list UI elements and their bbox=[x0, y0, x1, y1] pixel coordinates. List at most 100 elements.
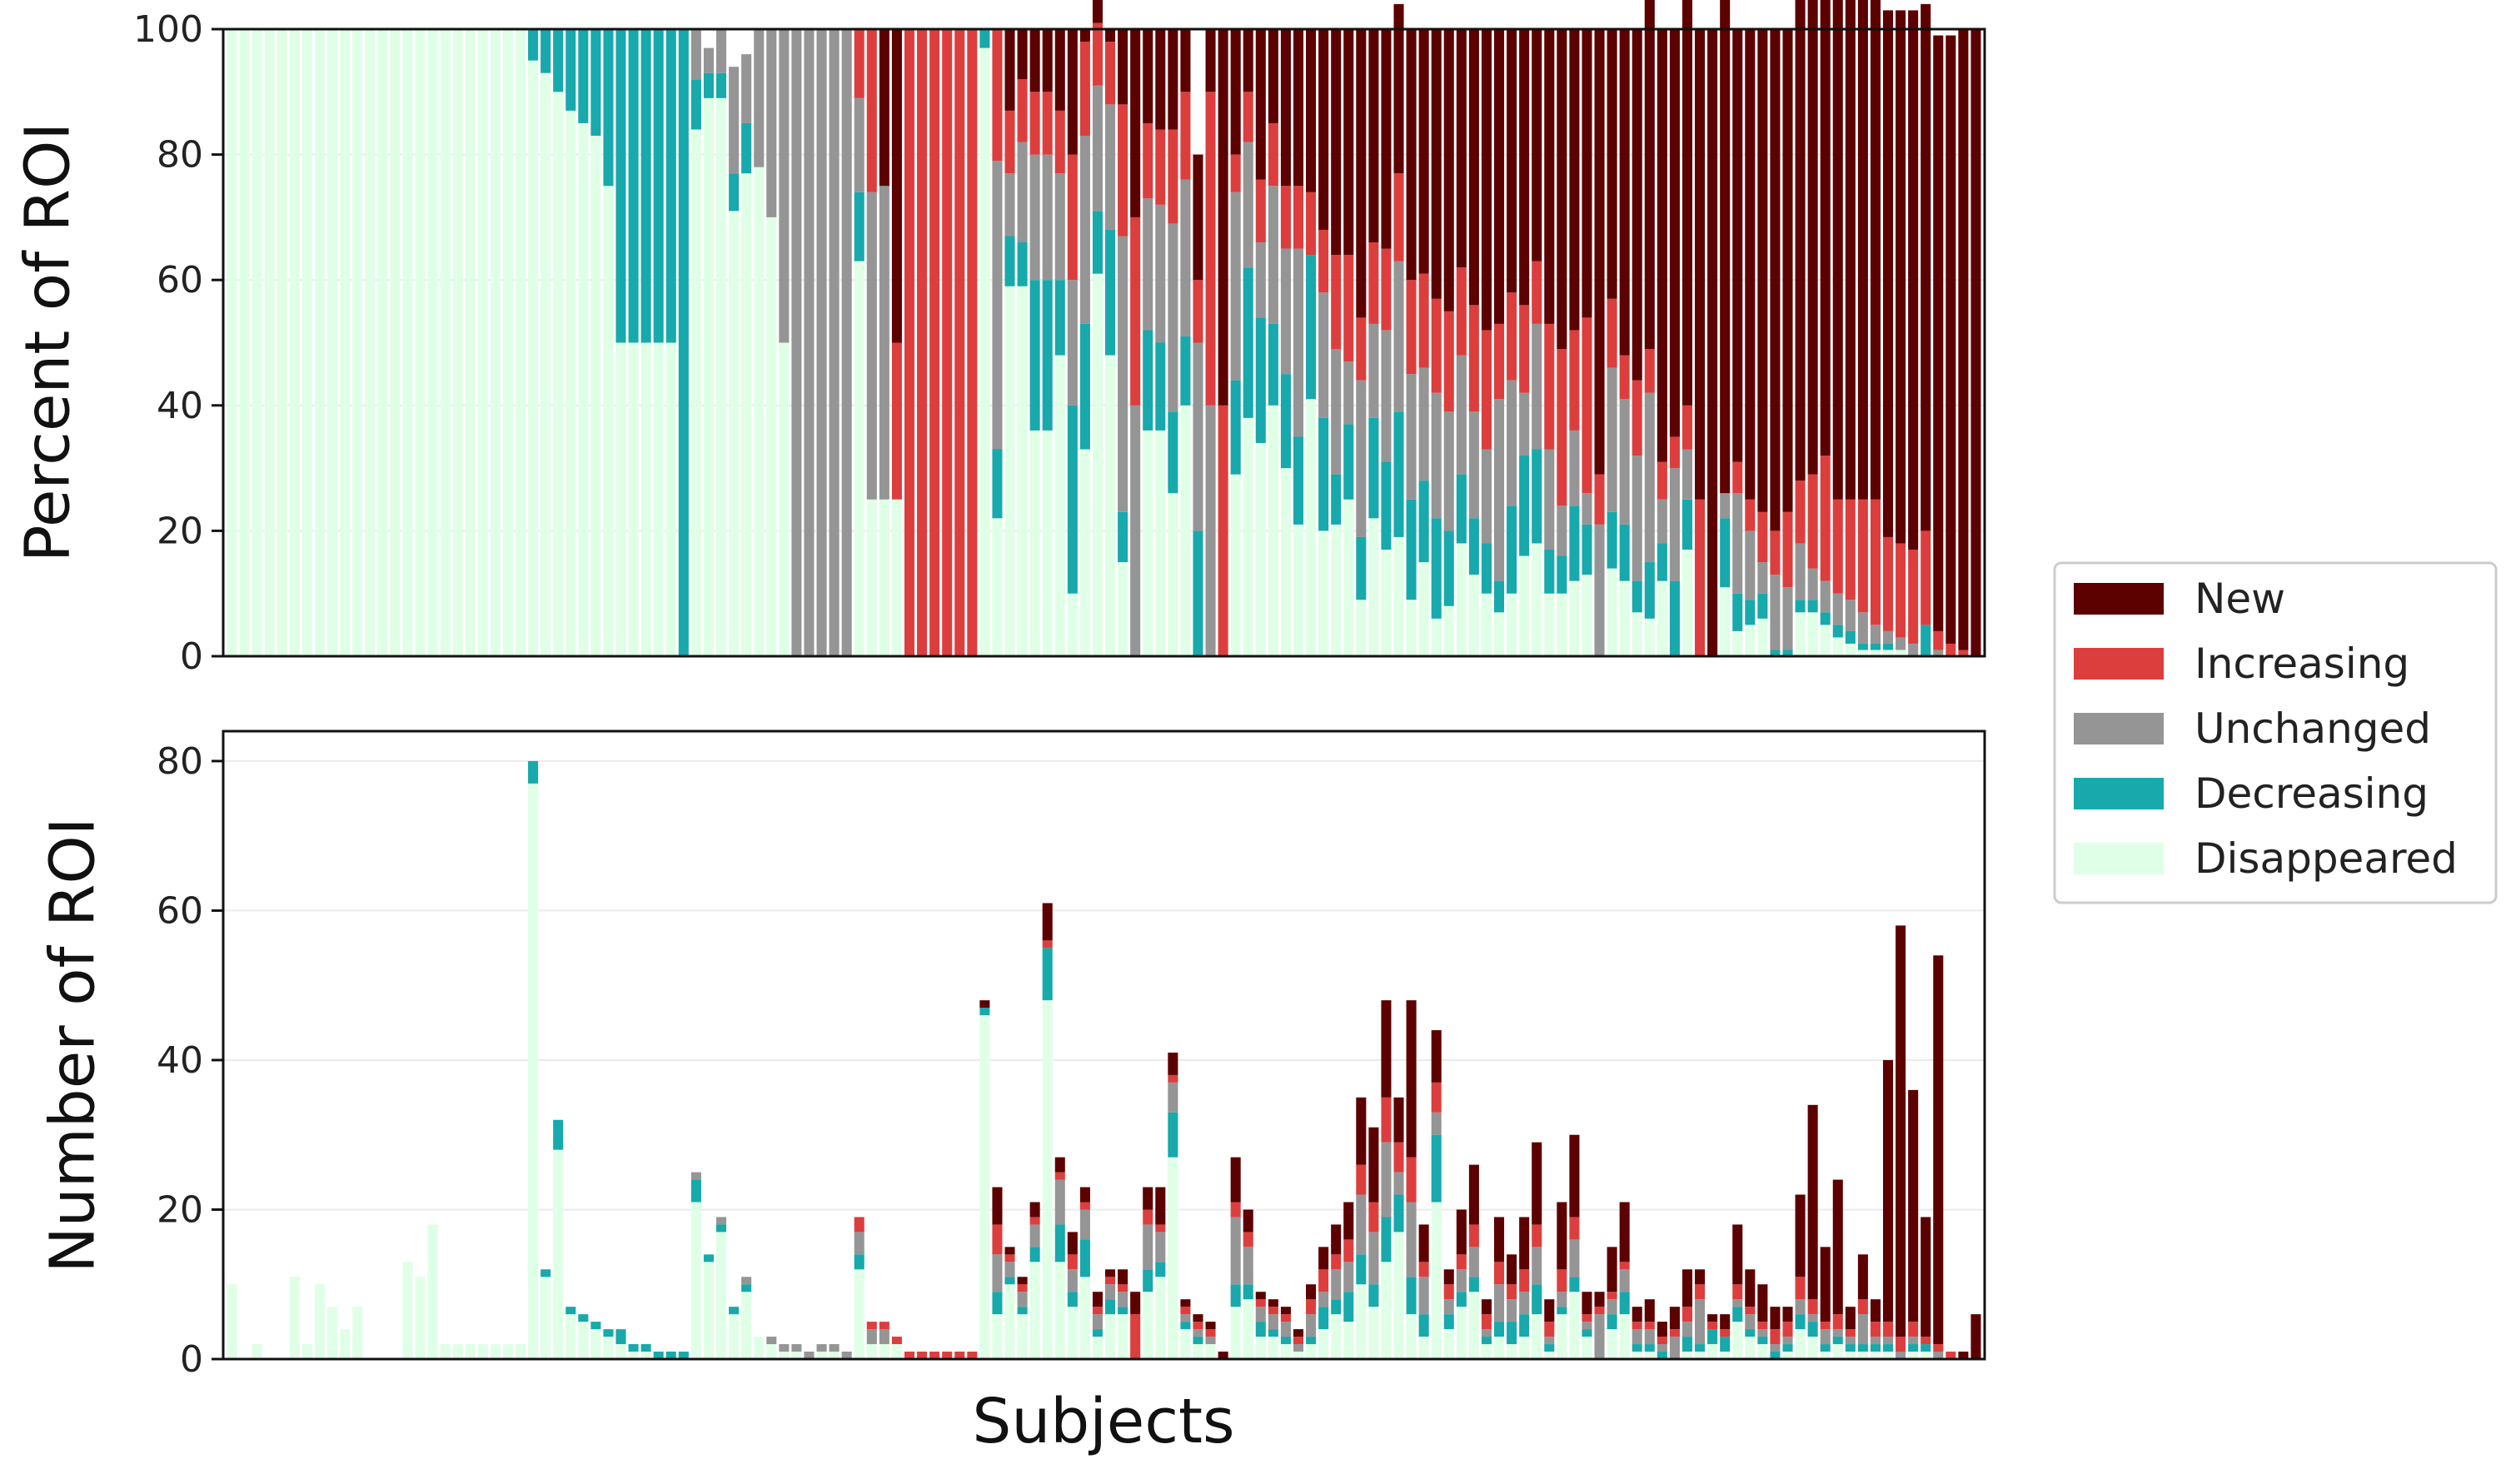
bar-segment-new bbox=[1807, 0, 1818, 475]
bar-segment-unchanged bbox=[879, 1329, 889, 1345]
bar-segment-increasing bbox=[1356, 317, 1367, 381]
bar-segment-decreasing bbox=[541, 1269, 551, 1277]
bar-segment-unchanged bbox=[1293, 248, 1304, 437]
bar-segment-decreasing bbox=[1268, 1329, 1278, 1337]
bar-segment-unchanged bbox=[1406, 1202, 1417, 1277]
bar-segment-new bbox=[1933, 955, 1944, 1345]
bar-segment-unchanged bbox=[841, 29, 852, 656]
bar-segment-increasing bbox=[1795, 1277, 1806, 1300]
bar-segment-increasing bbox=[1481, 1314, 1492, 1330]
bar-segment-disappeared bbox=[766, 1344, 777, 1359]
bar-segment-decreasing bbox=[1406, 499, 1417, 600]
y-ticks: 0 20 40 60 80 bbox=[157, 740, 223, 1381]
bar-segment-disappeared bbox=[779, 342, 790, 656]
bar-segment-decreasing bbox=[1356, 1254, 1367, 1285]
bar-segment-new bbox=[1054, 1157, 1065, 1173]
bar-segment-disappeared bbox=[1481, 593, 1492, 656]
bar-segment-new bbox=[1343, 1202, 1354, 1240]
bar-segment-unchanged bbox=[1494, 399, 1505, 581]
bar-segment-decreasing bbox=[1180, 336, 1191, 406]
bar-segment-new bbox=[1958, 1352, 1969, 1359]
bar-segment-unchanged bbox=[1067, 280, 1078, 406]
bar-segment-unchanged bbox=[1406, 374, 1417, 500]
bar-segment-increasing bbox=[992, 1224, 1003, 1255]
bar-segment-increasing bbox=[1368, 1202, 1379, 1233]
bar-segment-disappeared bbox=[615, 342, 626, 656]
bar-segment-unchanged bbox=[1896, 637, 1906, 650]
bar-segment-new bbox=[1720, 1314, 1731, 1330]
bar-segment-new bbox=[1669, 29, 1680, 437]
bar-segment-new bbox=[1770, 29, 1781, 531]
bar-segment-new bbox=[1857, 1254, 1868, 1300]
bar-segment-increasing bbox=[879, 1322, 889, 1330]
bar-segment-disappeared bbox=[402, 29, 413, 656]
bar-segment-increasing bbox=[1707, 1322, 1718, 1330]
bar-segment-increasing bbox=[1681, 1307, 1693, 1322]
y-axis-title: Percent of ROI bbox=[12, 122, 84, 562]
bar-segment-increasing bbox=[929, 29, 940, 656]
bar-segment-increasing bbox=[1832, 499, 1843, 594]
bar-segment-disappeared bbox=[565, 1314, 576, 1359]
bar-segment-new bbox=[1519, 1217, 1530, 1270]
bar-segment-unchanged bbox=[1908, 1337, 1919, 1345]
bar-segment-decreasing bbox=[578, 1314, 589, 1322]
bar-segment-new bbox=[1230, 1157, 1241, 1203]
bar-segment-new bbox=[1205, 1322, 1216, 1330]
bar-segment-new bbox=[1582, 1292, 1592, 1315]
bar-segment-unchanged bbox=[1745, 530, 1756, 600]
bar-segment-new bbox=[1456, 29, 1467, 268]
bar-segment-decreasing bbox=[1532, 1284, 1542, 1315]
bar-segment-decreasing bbox=[1468, 518, 1479, 575]
bar-segment-new bbox=[1067, 1232, 1078, 1255]
bar-segment-decreasing bbox=[1669, 580, 1680, 656]
bar-segment-disappeared bbox=[1657, 580, 1667, 656]
bar-segment-increasing bbox=[1381, 1097, 1392, 1143]
bar-segment-unchanged bbox=[791, 29, 802, 656]
bar-segment-disappeared bbox=[1393, 1232, 1404, 1359]
bar-segment-new bbox=[1619, 1202, 1630, 1262]
bar-segment-disappeared bbox=[1118, 562, 1128, 656]
bar-segment-disappeared bbox=[1519, 1337, 1530, 1359]
bar-segment-unchanged bbox=[1669, 1337, 1680, 1359]
bar-segment-disappeared bbox=[528, 783, 539, 1359]
bar-segment-unchanged bbox=[1582, 493, 1592, 525]
bar-segment-decreasing bbox=[1770, 650, 1781, 656]
bar-segment-new bbox=[1695, 1269, 1706, 1285]
bar-segment-unchanged bbox=[1092, 1314, 1103, 1330]
bar-segment-disappeared bbox=[1042, 1000, 1053, 1359]
bar-segment-new bbox=[1155, 1187, 1166, 1225]
bar-segment-unchanged bbox=[804, 29, 815, 656]
bar-segment-unchanged bbox=[1168, 1082, 1178, 1113]
bar-segment-disappeared bbox=[1607, 1329, 1617, 1359]
bar-segment-increasing bbox=[1845, 1329, 1856, 1337]
bar-segment-unchanged bbox=[829, 29, 839, 656]
bar-segment-disappeared bbox=[1243, 417, 1253, 656]
bar-segment-new bbox=[1594, 1292, 1605, 1307]
bar-segment-increasing bbox=[1519, 1269, 1530, 1292]
bar-segment-unchanged bbox=[1368, 1232, 1379, 1285]
bar-segment-decreasing bbox=[1343, 424, 1354, 500]
bar-segment-new bbox=[1519, 29, 1530, 306]
bar-segment-new bbox=[1393, 3, 1404, 174]
bar-segment-unchanged bbox=[1468, 1247, 1479, 1277]
bar-segment-decreasing bbox=[628, 1344, 639, 1352]
bar-segment-disappeared bbox=[239, 29, 250, 656]
bar-segment-disappeared bbox=[1105, 355, 1116, 656]
bar-segment-disappeared bbox=[1443, 1329, 1454, 1359]
bar-segment-disappeared bbox=[541, 72, 551, 656]
bar-segment-disappeared bbox=[515, 1344, 526, 1359]
bar-segment-disappeared bbox=[1557, 593, 1567, 656]
bar-segment-increasing bbox=[1582, 317, 1592, 494]
bar-segment-disappeared bbox=[615, 1344, 626, 1359]
bar-segment-decreasing bbox=[1255, 1322, 1266, 1337]
y-axis-title: Number of ROI bbox=[37, 817, 109, 1272]
bar-segment-increasing bbox=[1544, 1322, 1555, 1337]
bar-segment-increasing bbox=[1468, 305, 1479, 412]
bar-segment-unchanged bbox=[690, 1172, 701, 1180]
bar-segment-unchanged bbox=[1770, 575, 1781, 650]
bar-segment-decreasing bbox=[1921, 1344, 1931, 1352]
bar-segment-disappeared bbox=[1582, 575, 1592, 656]
bar-segment-new bbox=[1155, 29, 1166, 130]
bar-segment-disappeared bbox=[1381, 549, 1392, 656]
bar-segment-unchanged bbox=[992, 1254, 1003, 1292]
